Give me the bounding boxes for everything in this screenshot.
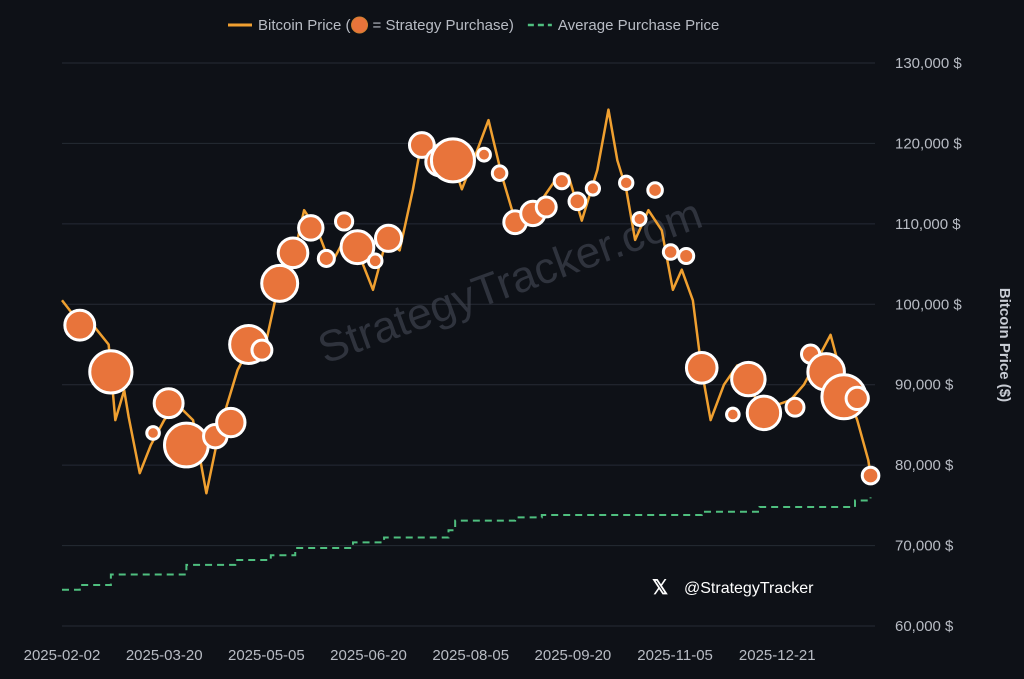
purchase-bubble [490, 164, 509, 182]
purchase-bubble [618, 174, 635, 192]
purchase-bubble [844, 385, 870, 412]
handle: @StrategyTracker [684, 580, 814, 597]
purchase-bubble [215, 406, 247, 439]
purchase-bubble [334, 211, 355, 232]
y-tick-label: 90,000 $ [895, 377, 954, 394]
y-tick-label: 100,000 $ [895, 296, 962, 313]
purchase-bubble [152, 387, 185, 420]
y-tick-label: 70,000 $ [895, 538, 954, 555]
y-axis-title: Bitcoin Price ($) [996, 288, 1013, 402]
purchase-bubble [677, 247, 696, 266]
purchase-bubble [730, 360, 767, 398]
purchase-bubble [631, 211, 648, 228]
purchase-bubble [276, 236, 310, 270]
x-tick-label: 2025-09-20 [535, 647, 612, 664]
purchase-bubble [684, 351, 719, 385]
purchase-bubble [784, 396, 806, 418]
purchase-bubble [584, 180, 602, 197]
legend-label: Bitcoin Price ( [258, 17, 351, 34]
purchase-bubble [534, 195, 558, 219]
x-tick-label: 2025-08-05 [432, 647, 509, 664]
purchase-bubble [552, 172, 571, 191]
x-tick-label: 2025-05-05 [228, 647, 305, 664]
y-tick-label: 80,000 $ [895, 457, 954, 474]
purchase-bubble [567, 191, 588, 212]
purchase-bubble [860, 465, 881, 486]
x-tick-label: 2025-02-02 [24, 647, 101, 664]
purchase-bubble [476, 146, 492, 163]
purchase-bubble [407, 131, 436, 159]
y-tick-label: 60,000 $ [895, 618, 954, 635]
purchase-bubble [250, 338, 274, 362]
y-tick-label: 110,000 $ [895, 216, 961, 233]
purchase-bubble [63, 308, 97, 342]
plot [61, 108, 881, 591]
purchase-bubble [661, 243, 680, 261]
purchase-bubble [339, 229, 376, 266]
purchase-bubble [88, 349, 134, 395]
purchase-bubble [646, 181, 664, 199]
y-tick-label: 130,000 $ [895, 55, 962, 72]
y-tick-label: 120,000 $ [895, 135, 962, 152]
purchase-bubble [366, 252, 384, 270]
purchase-bubble [145, 425, 161, 441]
purchase-bubble [429, 137, 476, 184]
legend-label: Average Purchase Price [558, 17, 719, 34]
purchase-bubble [745, 394, 783, 432]
x-tick-label: 2025-12-21 [739, 647, 816, 664]
x-tick-label: 2025-11-05 [637, 647, 713, 664]
legend: Bitcoin Price ( = Strategy Purchase) Avera… [228, 16, 719, 34]
legend-bubble [351, 16, 369, 34]
purchase-bubble [316, 248, 336, 268]
x-logo: 𝕏 [652, 577, 668, 599]
purchase-bubble [373, 223, 404, 253]
x-tick-label: 2025-06-20 [330, 647, 407, 664]
x-tick-label: 2025-03-20 [126, 647, 203, 664]
purchase-bubble [163, 421, 210, 469]
purchase-bubble [725, 406, 741, 423]
purchase-bubble [260, 263, 300, 303]
average-price-line [62, 497, 872, 591]
legend-label: = Strategy Purchase) [373, 17, 514, 34]
purchase-bubble [297, 214, 325, 242]
